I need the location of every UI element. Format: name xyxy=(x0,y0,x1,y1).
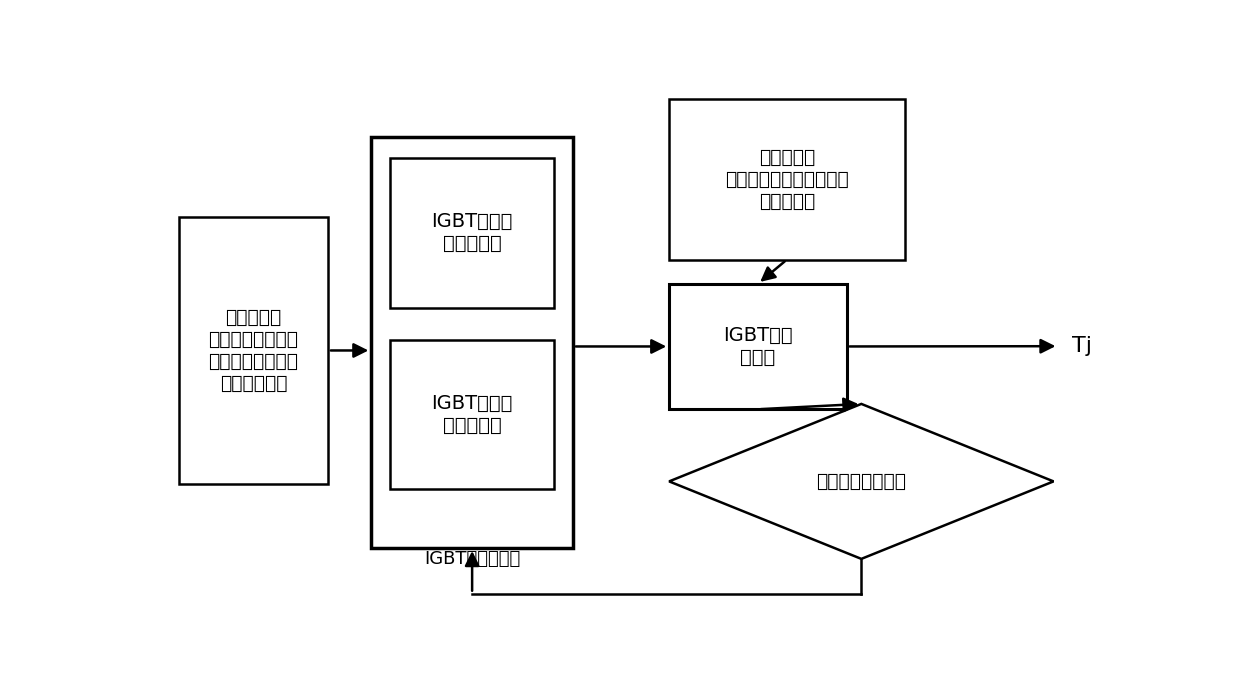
Bar xyxy=(391,340,554,489)
Bar xyxy=(179,217,327,484)
Text: IGBT模块开
关损耗计算: IGBT模块开 关损耗计算 xyxy=(432,212,513,253)
Bar xyxy=(391,158,554,307)
Text: 电模型参数
（时间节点，导通
电流，拖尾电流，
饱和压降等）: 电模型参数 （时间节点，导通 电流，拖尾电流， 饱和压降等） xyxy=(208,308,299,393)
Text: IGBT模块导
通损耗计算: IGBT模块导 通损耗计算 xyxy=(432,394,513,435)
Bar xyxy=(371,137,573,548)
Polygon shape xyxy=(670,404,1054,559)
Bar xyxy=(670,99,904,260)
Text: 热模型参数
（等效热阻抗、热容，环
境温度等）: 热模型参数 （等效热阻抗、热容，环 境温度等） xyxy=(725,148,848,211)
Bar xyxy=(670,284,847,409)
Text: Tj: Tj xyxy=(1073,336,1092,356)
Text: 结温与损耗未平衡: 结温与损耗未平衡 xyxy=(816,472,906,491)
Text: IGBT模块电模型: IGBT模块电模型 xyxy=(424,550,521,568)
Text: IGBT模块
热模型: IGBT模块 热模型 xyxy=(723,326,792,367)
